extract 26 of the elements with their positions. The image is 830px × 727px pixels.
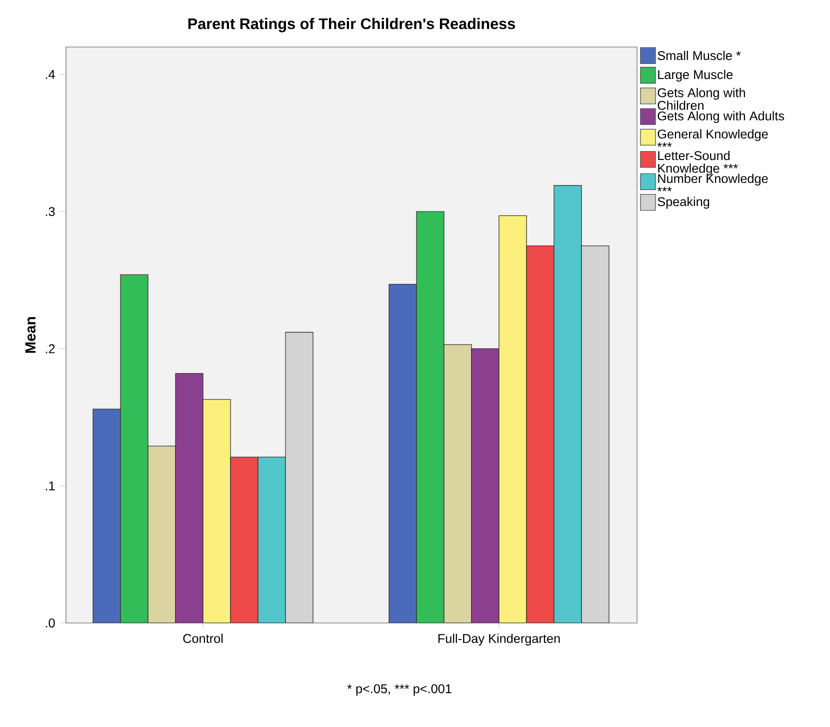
bar (230, 456, 258, 623)
legend-label: Speaking (658, 196, 710, 209)
bar (526, 246, 554, 623)
y-axis-title: Mean (25, 317, 36, 353)
bar (471, 348, 500, 623)
legend-label: Letter-Sound Knowledge *** (658, 150, 738, 176)
y-tick-label: .4 (46, 70, 55, 79)
bar (175, 373, 204, 623)
y-tick-label: .3 (46, 207, 55, 216)
legend-label: Gets Along with Children (658, 88, 746, 110)
y-tick-label: .1 (46, 481, 55, 490)
bar (416, 211, 444, 623)
legend-label: Number Knowledge *** (657, 174, 768, 192)
y-tick-label: .2 (46, 344, 55, 354)
legend-label: Large Muscle (658, 70, 733, 82)
bar (202, 399, 231, 623)
bar (498, 215, 527, 623)
legend-label: Gets Along with Adults (658, 111, 784, 123)
legend-label: General Knowledge *** (657, 129, 768, 147)
x-tick-label: Control (183, 634, 223, 644)
x-tick-label: Full-Day Kindergarten (438, 634, 560, 646)
legend-label: Small Muscle * (658, 50, 741, 60)
chart-title: Parent Ratings of Their Children's Readiness (188, 18, 516, 32)
y-tick-label: .0 (46, 618, 55, 628)
text: * p<.05, *** p<.001 (347, 684, 452, 696)
bar (120, 274, 148, 623)
